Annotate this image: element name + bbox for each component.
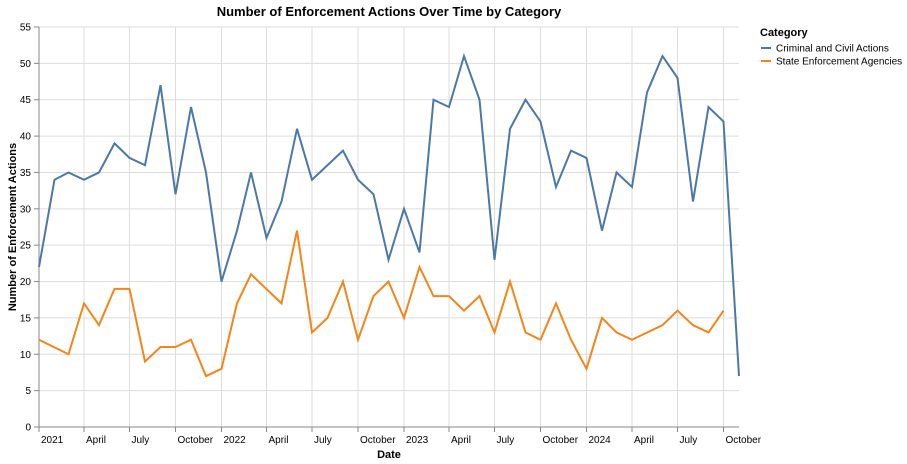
series-lines xyxy=(38,52,740,378)
x-tick-label: October xyxy=(178,435,214,446)
gridlines xyxy=(38,26,739,428)
x-tick-label: July xyxy=(680,435,698,446)
x-tick-label: October xyxy=(726,435,762,446)
y-tick-label: 45 xyxy=(20,95,32,106)
x-tick-label: October xyxy=(360,435,396,446)
legend: Category Criminal and Civil Actions State… xyxy=(760,27,902,68)
y-tick-label: 50 xyxy=(20,59,32,70)
y-tick-label: 30 xyxy=(20,204,32,215)
y-axis-title: Number of Enforcement Actions xyxy=(7,143,19,311)
x-tick-label: July xyxy=(132,435,150,446)
x-tick-label: July xyxy=(497,435,515,446)
x-tick-label: July xyxy=(314,435,332,446)
y-tick-label: 0 xyxy=(25,423,31,434)
y-tick-label: 55 xyxy=(20,23,32,34)
x-axis: 2021 April July October 2022 April July October… xyxy=(38,426,762,446)
y-tick-label: 15 xyxy=(20,313,32,324)
y-axis: 0 5 10 15 20 25 30 35 40 45 50 55 xyxy=(20,23,40,434)
y-tick-label: 25 xyxy=(20,241,32,252)
x-tick-label: October xyxy=(543,435,579,446)
x-tick-label: 2021 xyxy=(41,435,64,446)
series-line-1 xyxy=(38,230,725,378)
y-tick-label: 35 xyxy=(20,168,32,179)
legend-label-0: Criminal and Civil Actions xyxy=(776,44,889,55)
y-tick-label: 10 xyxy=(20,350,32,361)
series-line-0 xyxy=(38,52,740,377)
y-tick-label: 20 xyxy=(20,277,32,288)
legend-label-1: State Enforcement Agencies xyxy=(776,57,902,68)
x-tick-label: 2022 xyxy=(224,435,247,446)
x-tick-label: 2024 xyxy=(589,435,612,446)
chart-title: Number of Enforcement Actions Over Time … xyxy=(217,4,562,19)
x-tick-label: April xyxy=(451,435,471,446)
legend-title: Category xyxy=(760,27,809,39)
y-tick-label: 40 xyxy=(20,132,32,143)
x-tick-label: 2023 xyxy=(406,435,429,446)
x-tick-label: April xyxy=(634,435,654,446)
x-tick-label: April xyxy=(269,435,289,446)
x-axis-title: Date xyxy=(377,449,401,461)
y-tick-label: 5 xyxy=(25,386,31,397)
x-tick-label: April xyxy=(86,435,106,446)
